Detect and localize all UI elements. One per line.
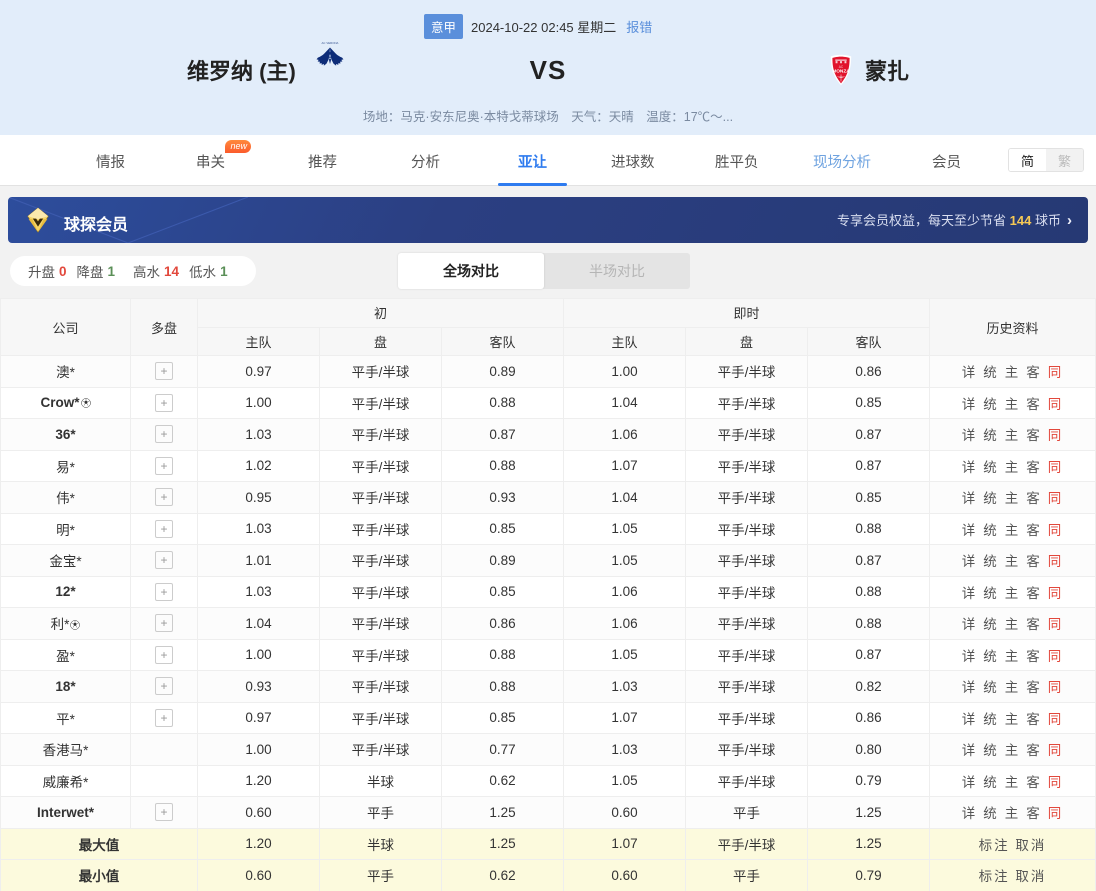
svg-text:MONZA: MONZA: [832, 69, 850, 75]
svg-text:AC: AC: [839, 65, 844, 69]
svg-text:AC VERONA: AC VERONA: [321, 41, 338, 45]
